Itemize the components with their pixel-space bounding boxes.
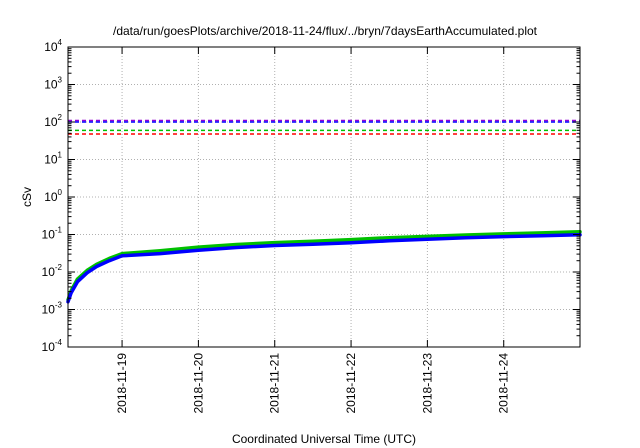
x-tick-label: 2018-11-20: [191, 353, 205, 414]
y-tick-base: 10: [44, 78, 58, 92]
y-tick-base: 10: [42, 303, 56, 317]
y-tick-label: 10-4: [42, 338, 63, 354]
x-tick-label: 2018-11-19: [115, 353, 129, 414]
y-tick-exponent: -3: [55, 301, 63, 310]
y-axis-title: cSv: [20, 187, 34, 207]
threshold-lines: [68, 119, 580, 135]
y-tick-exponent: 4: [58, 38, 63, 47]
y-tick-base: 10: [44, 153, 58, 167]
series-line: [66, 230, 582, 302]
y-tick-exponent: 2: [58, 113, 63, 122]
y-tick-base: 10: [42, 228, 56, 242]
x-tick-label: 2018-11-24: [497, 353, 511, 414]
y-tick-label: 10-3: [42, 301, 63, 317]
y-tick-label: 100: [44, 188, 62, 204]
x-tick-label: 2018-11-21: [268, 353, 282, 414]
y-tick-base: 10: [42, 340, 56, 354]
y-tick-label: 102: [44, 113, 62, 129]
axis-ticks: [68, 46, 580, 348]
y-tick-label: 10-1: [42, 226, 63, 242]
x-axis-title: Coordinated Universal Time (UTC): [232, 432, 416, 446]
y-tick-exponent: -4: [55, 338, 63, 347]
y-tick-exponent: -2: [55, 263, 63, 272]
y-tick-exponent: -1: [55, 226, 63, 235]
y-tick-exponent: 0: [58, 188, 63, 197]
x-tick-label: 2018-11-23: [420, 353, 434, 414]
y-tick-label: 10-2: [42, 263, 63, 279]
series-lines: [66, 230, 582, 304]
y-tick-base: 10: [42, 265, 56, 279]
y-tick-exponent: 3: [58, 76, 63, 85]
x-tick-labels: 2018-11-19 2018-11-20 2018-11-21 2018-11-22…: [115, 353, 511, 414]
y-tick-base: 10: [44, 115, 58, 129]
y-tick-base: 10: [44, 190, 58, 204]
chart-title: /data/run/goesPlots/archive/2018-11-24/f…: [113, 24, 538, 38]
y-tick-base: 10: [44, 40, 58, 54]
y-tick-label: 104: [44, 38, 62, 54]
y-tick-label: 103: [44, 76, 62, 92]
y-tick-exponent: 1: [58, 151, 63, 160]
x-tick-label: 2018-11-22: [344, 353, 358, 414]
series-line: [66, 233, 582, 304]
y-tick-label: 101: [44, 151, 62, 167]
